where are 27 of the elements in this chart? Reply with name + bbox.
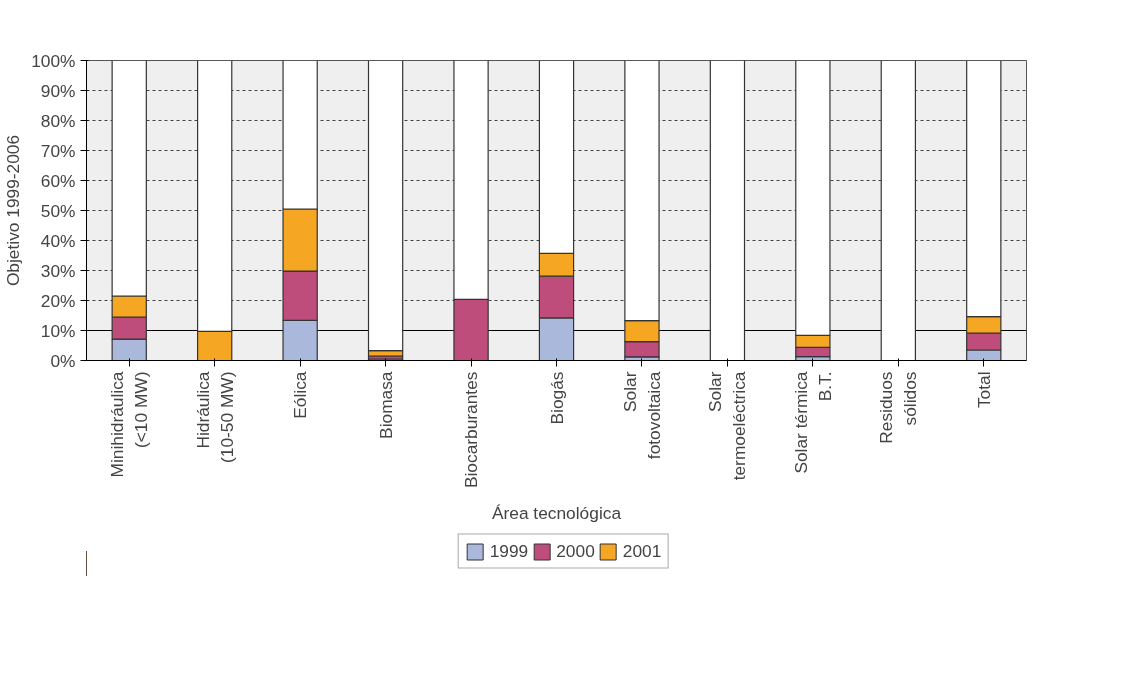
legend-label: 2000 <box>556 540 595 562</box>
y-tick-label: 70% <box>40 140 76 161</box>
x-tick-label: Eólica <box>290 371 311 419</box>
y-tick-label: 60% <box>40 170 76 191</box>
x-tick-label: Biocarburantes <box>461 371 482 489</box>
legend-label: 2001 <box>622 540 662 562</box>
y-axis-title: Objetivo 1999-2006 <box>3 134 24 287</box>
x-axis-title: Área tecnológica <box>491 503 622 524</box>
x-tick-label: Biogás <box>546 371 567 425</box>
x-tick-label: Residuos sólidos <box>876 371 921 444</box>
x-tick-label: Solar térmica B.T. <box>790 371 835 474</box>
x-tick-label: Solar termoeléctrica <box>705 371 750 481</box>
y-tick-label: 80% <box>40 110 76 131</box>
x-tick-label: Minihidráulica (<10 MW) <box>107 371 152 478</box>
y-tick-label: 90% <box>40 80 76 101</box>
y-tick-label: 100% <box>31 50 76 71</box>
x-tick-label: Hidráulica (10-50 MW) <box>192 371 237 463</box>
y-tick-label: 40% <box>40 230 76 251</box>
y-tick-label: 10% <box>40 320 76 341</box>
legend-label: 1999 <box>489 540 529 562</box>
y-tick-label: 50% <box>40 200 76 221</box>
y-tick-label: 0% <box>50 350 76 371</box>
y-tick-label: 30% <box>40 260 76 281</box>
y-tick-label: 20% <box>40 290 76 311</box>
x-tick-label: Solar fotovoltaica <box>619 371 664 460</box>
x-tick-label: Biomasa <box>375 371 396 439</box>
x-tick-label: Total <box>973 371 994 409</box>
